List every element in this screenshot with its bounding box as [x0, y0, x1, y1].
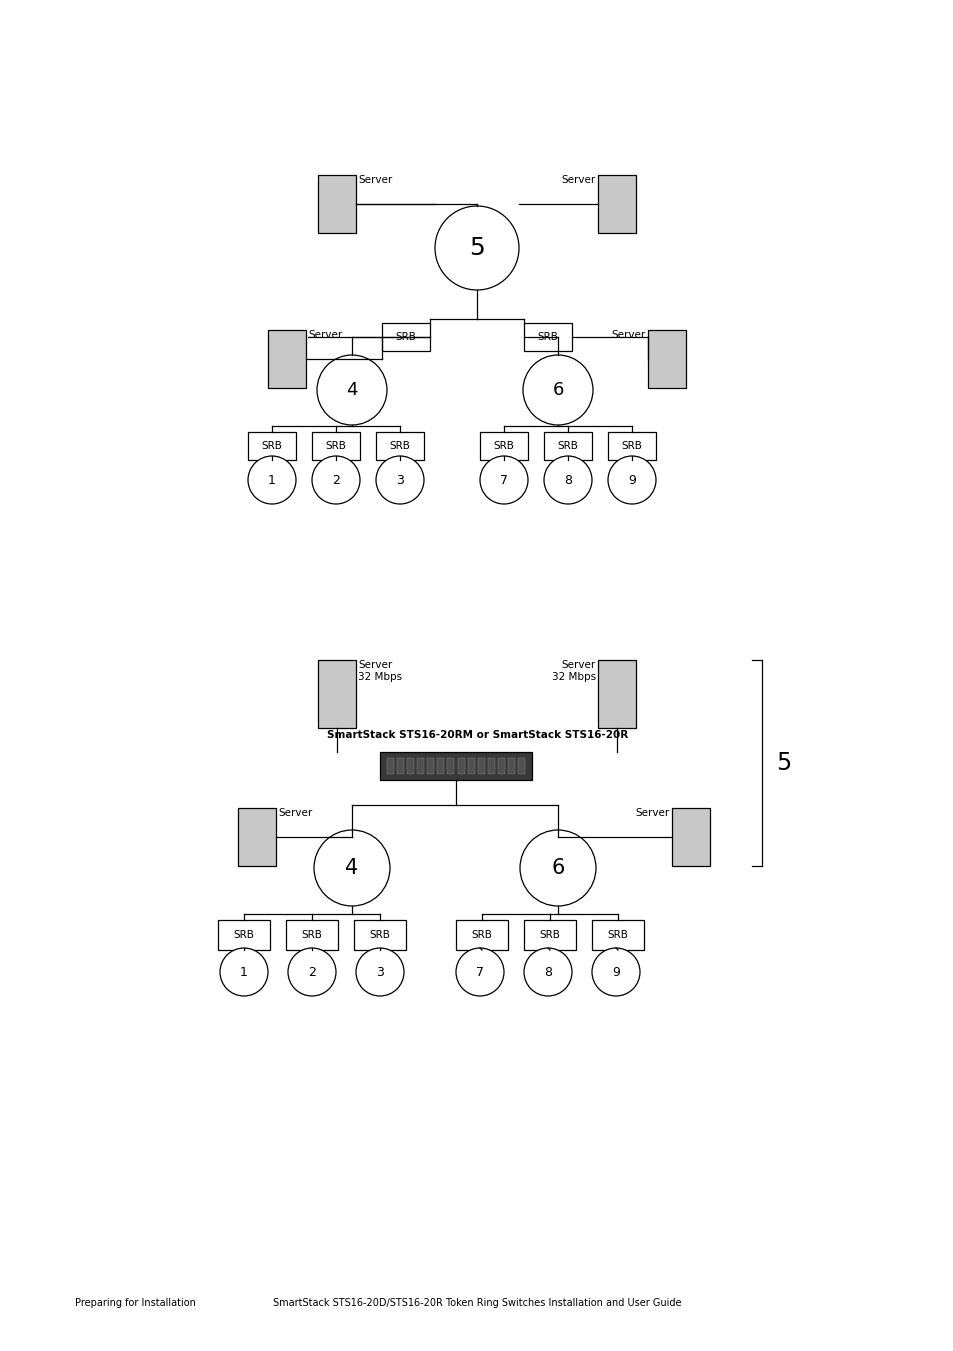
Text: 2: 2	[308, 966, 315, 978]
Bar	[317, 176, 355, 232]
Text: SmartStack STS16-20RM or SmartStack STS16-20R: SmartStack STS16-20RM or SmartStack STS1…	[327, 730, 628, 740]
Bar	[379, 753, 532, 780]
Bar	[497, 758, 505, 774]
Text: SRB: SRB	[557, 440, 578, 451]
Ellipse shape	[592, 948, 639, 996]
Text: Server: Server	[277, 808, 312, 817]
Bar	[479, 432, 527, 459]
Ellipse shape	[522, 355, 593, 426]
Text: 8: 8	[563, 473, 572, 486]
Text: Server: Server	[611, 330, 645, 340]
Text: SRB: SRB	[607, 929, 628, 940]
Text: Server
32 Mbps: Server 32 Mbps	[357, 661, 402, 682]
Ellipse shape	[316, 355, 387, 426]
Text: SRB: SRB	[539, 929, 559, 940]
Bar	[457, 758, 464, 774]
Bar	[237, 808, 275, 866]
Bar	[523, 323, 572, 351]
Text: 3: 3	[395, 473, 403, 486]
Text: 6: 6	[551, 858, 564, 878]
Ellipse shape	[375, 457, 423, 504]
Ellipse shape	[312, 457, 359, 504]
Text: 4: 4	[346, 381, 357, 399]
Bar	[268, 330, 306, 388]
Text: 9: 9	[612, 966, 619, 978]
Ellipse shape	[220, 948, 268, 996]
Bar	[671, 808, 709, 866]
Bar	[523, 920, 576, 950]
Text: 6: 6	[552, 381, 563, 399]
Ellipse shape	[314, 830, 390, 907]
Ellipse shape	[479, 457, 527, 504]
Bar	[375, 432, 423, 459]
Text: SRB: SRB	[493, 440, 514, 451]
Bar	[436, 758, 444, 774]
Text: 1: 1	[240, 966, 248, 978]
Bar	[543, 432, 592, 459]
Text: SRB: SRB	[389, 440, 410, 451]
Ellipse shape	[355, 948, 403, 996]
Bar	[427, 758, 434, 774]
Bar	[647, 330, 685, 388]
Bar	[477, 758, 484, 774]
Text: SRB: SRB	[369, 929, 390, 940]
Ellipse shape	[248, 457, 295, 504]
Text: Server: Server	[357, 176, 392, 185]
Bar	[218, 920, 270, 950]
Bar	[354, 920, 406, 950]
Bar	[598, 661, 636, 728]
Text: Server
32 Mbps: Server 32 Mbps	[551, 661, 596, 682]
Bar	[286, 920, 337, 950]
Text: Preparing for Installation: Preparing for Installation	[75, 1298, 195, 1308]
Bar	[517, 758, 525, 774]
Bar	[487, 758, 495, 774]
Text: SRB: SRB	[471, 929, 492, 940]
Text: SRB: SRB	[261, 440, 282, 451]
Bar	[467, 758, 475, 774]
Text: SRB: SRB	[301, 929, 322, 940]
Bar	[406, 758, 414, 774]
Ellipse shape	[288, 948, 335, 996]
Ellipse shape	[435, 205, 518, 290]
Bar	[598, 176, 636, 232]
Text: Server: Server	[308, 330, 342, 340]
Ellipse shape	[607, 457, 656, 504]
Bar	[396, 758, 403, 774]
Bar	[312, 432, 359, 459]
Ellipse shape	[523, 948, 572, 996]
Bar	[381, 323, 430, 351]
Text: 2: 2	[332, 473, 339, 486]
Text: 4: 4	[345, 858, 358, 878]
Text: Server: Server	[561, 176, 596, 185]
Bar	[317, 661, 355, 728]
Text: SRB: SRB	[537, 332, 558, 342]
Ellipse shape	[456, 948, 503, 996]
Text: 1: 1	[268, 473, 275, 486]
Text: SRB: SRB	[621, 440, 641, 451]
Text: 3: 3	[375, 966, 383, 978]
Text: 7: 7	[499, 473, 507, 486]
Bar	[386, 758, 394, 774]
Bar	[607, 432, 656, 459]
Bar	[447, 758, 454, 774]
Text: 5: 5	[469, 236, 484, 259]
Text: 7: 7	[476, 966, 483, 978]
Text: SRB: SRB	[325, 440, 346, 451]
Bar	[456, 920, 507, 950]
Text: 5: 5	[775, 751, 790, 775]
Bar	[592, 920, 643, 950]
Ellipse shape	[543, 457, 592, 504]
Bar	[508, 758, 515, 774]
Text: 9: 9	[627, 473, 636, 486]
Ellipse shape	[519, 830, 596, 907]
Text: SRB: SRB	[395, 332, 416, 342]
Text: SRB: SRB	[233, 929, 254, 940]
Text: 8: 8	[543, 966, 552, 978]
Bar	[416, 758, 424, 774]
Bar	[248, 432, 295, 459]
Text: Server: Server	[635, 808, 669, 817]
Text: SmartStack STS16-20D/STS16-20R Token Ring Switches Installation and User Guide: SmartStack STS16-20D/STS16-20R Token Rin…	[273, 1298, 680, 1308]
